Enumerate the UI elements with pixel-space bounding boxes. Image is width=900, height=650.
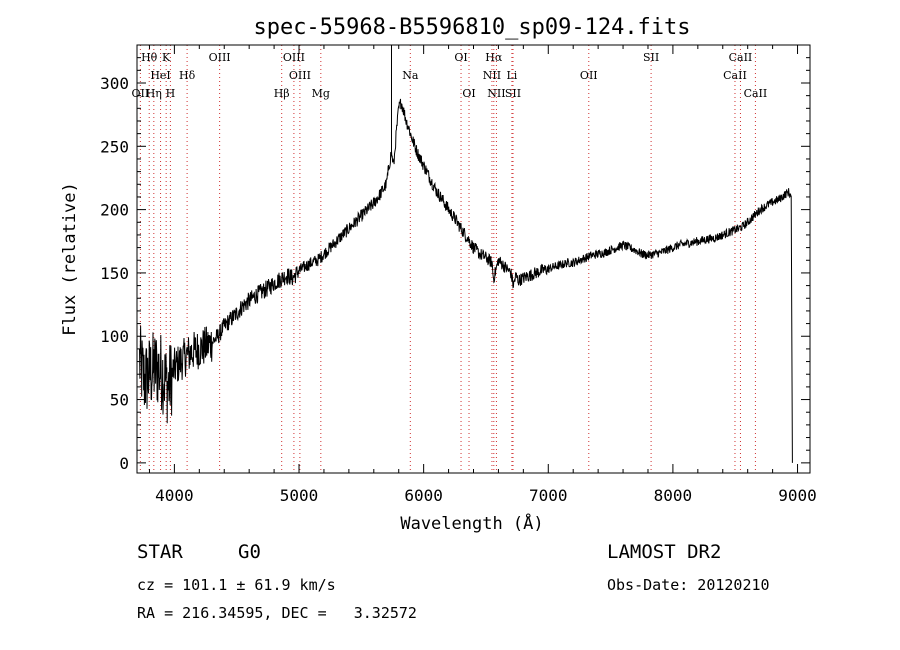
- x-tick-label-1: 5000: [280, 486, 319, 505]
- line-label-24: CaII: [744, 87, 768, 100]
- line-label-3: OIII: [283, 51, 305, 64]
- line-label-10: OIII: [289, 69, 311, 82]
- y-axis-ticks: 0 50 100 150 200 250 300: [100, 57, 810, 473]
- line-label-1: K: [162, 51, 171, 64]
- y-tick-label-4: 200: [100, 201, 129, 220]
- x-tick-label-3: 7000: [529, 486, 568, 505]
- y-axis-label: Flux (relative): [60, 182, 80, 336]
- y-tick-label-0: 0: [119, 454, 129, 473]
- x-axis-ticks: 4000 5000 6000 7000 8000 9000: [148, 45, 817, 505]
- x-tick-label-4: 8000: [654, 486, 693, 505]
- line-label-21: OI: [462, 87, 475, 100]
- line-label-5: Hα: [485, 51, 503, 64]
- line-label-0: Hθ: [141, 51, 158, 64]
- spectrum-series: [139, 45, 793, 463]
- line-label-7: CaII: [729, 51, 753, 64]
- x-tick-label-5: 9000: [778, 486, 817, 505]
- line-label-6: SII: [643, 51, 659, 64]
- line-label-14: OII: [580, 69, 598, 82]
- line-label-23: SII: [505, 87, 521, 100]
- y-tick-label-1: 50: [110, 391, 129, 410]
- survey-name: LAMOST DR2: [607, 541, 722, 563]
- spectrum-line: [139, 45, 793, 463]
- line-label-15: CaII: [723, 69, 747, 82]
- line-label-9: Hδ: [179, 69, 196, 82]
- x-axis-label: Wavelength (Å): [400, 512, 543, 534]
- spectrum-chart: spec-55968-B5596810_sp09-124.fits Hθ K OII…: [60, 15, 817, 534]
- line-label-2: OIII: [209, 51, 231, 64]
- line-label-20: Mg: [312, 87, 330, 100]
- observation-date: Obs-Date: 20120210: [607, 576, 770, 594]
- object-subclass: G0: [238, 541, 261, 563]
- redshift-value: cz = 101.1 ± 61.9 km/s: [137, 576, 336, 594]
- line-label-4: OI: [454, 51, 467, 64]
- x-tick-label-2: 6000: [404, 486, 443, 505]
- line-label-16: OII: [132, 87, 150, 100]
- line-label-17: Hη: [146, 87, 162, 100]
- line-label-22: NII: [487, 87, 505, 100]
- line-label-18: H: [166, 87, 176, 100]
- y-tick-label-2: 100: [100, 327, 129, 346]
- line-label-8: HeI: [150, 69, 170, 82]
- y-tick-label-5: 250: [100, 137, 129, 156]
- plot-frame: [136, 44, 811, 474]
- line-label-11: Na: [402, 69, 419, 82]
- object-class: STAR: [137, 541, 183, 563]
- y-tick-label-3: 150: [100, 264, 129, 283]
- line-label-13: Li: [506, 69, 517, 82]
- coordinates: RA = 216.34595, DEC = 3.32572: [137, 604, 417, 622]
- x-tick-label-0: 4000: [155, 486, 194, 505]
- line-label-19: Hβ: [274, 87, 290, 100]
- y-tick-label-6: 300: [100, 74, 129, 93]
- chart-title: spec-55968-B5596810_sp09-124.fits: [253, 15, 690, 40]
- line-label-12: NII: [483, 69, 501, 82]
